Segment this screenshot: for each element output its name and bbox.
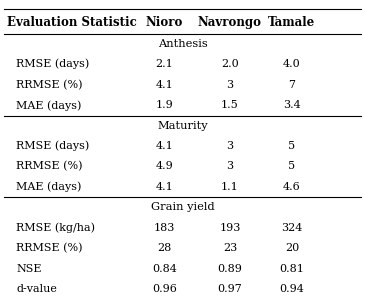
Text: Navrongo: Navrongo: [198, 16, 262, 29]
Text: NSE: NSE: [16, 264, 42, 274]
Text: 0.97: 0.97: [218, 284, 242, 294]
Text: 5: 5: [288, 161, 296, 172]
Text: 20: 20: [285, 243, 299, 253]
Text: RMSE (days): RMSE (days): [16, 59, 90, 69]
Text: Maturity: Maturity: [157, 121, 208, 131]
Text: MAE (days): MAE (days): [16, 100, 82, 111]
Text: 4.1: 4.1: [155, 141, 173, 151]
Text: RRMSE (%): RRMSE (%): [16, 243, 83, 253]
Text: 3: 3: [226, 141, 234, 151]
Text: RRMSE (%): RRMSE (%): [16, 79, 83, 90]
Text: MAE (days): MAE (days): [16, 182, 82, 192]
Text: Grain yield: Grain yield: [151, 202, 214, 213]
Text: RRMSE (%): RRMSE (%): [16, 161, 83, 172]
Text: 4.9: 4.9: [155, 161, 173, 172]
Text: Nioro: Nioro: [146, 16, 183, 29]
Text: 324: 324: [281, 223, 303, 233]
Text: 1.9: 1.9: [155, 100, 173, 110]
Text: 2.1: 2.1: [155, 59, 173, 69]
Text: 1.5: 1.5: [221, 100, 239, 110]
Text: 4.0: 4.0: [283, 59, 301, 69]
Text: Evaluation Statistic: Evaluation Statistic: [7, 16, 137, 29]
Text: 23: 23: [223, 243, 237, 253]
Text: 0.96: 0.96: [152, 284, 177, 294]
Text: RMSE (days): RMSE (days): [16, 141, 90, 151]
Text: 0.94: 0.94: [280, 284, 304, 294]
Text: d-value: d-value: [16, 284, 57, 294]
Text: 3.4: 3.4: [283, 100, 301, 110]
Text: 193: 193: [219, 223, 241, 233]
Text: 183: 183: [154, 223, 175, 233]
Text: 1.1: 1.1: [221, 182, 239, 192]
Text: 7: 7: [288, 80, 296, 90]
Text: 4.1: 4.1: [155, 182, 173, 192]
Text: RMSE (kg/ha): RMSE (kg/ha): [16, 222, 95, 233]
Text: 0.89: 0.89: [218, 264, 242, 274]
Text: 0.81: 0.81: [280, 264, 304, 274]
Text: Tamale: Tamale: [268, 16, 316, 29]
Text: 0.84: 0.84: [152, 264, 177, 274]
Text: 2.0: 2.0: [221, 59, 239, 69]
Text: Anthesis: Anthesis: [158, 39, 207, 49]
Text: 3: 3: [226, 80, 234, 90]
Text: 5: 5: [288, 141, 296, 151]
Text: 4.1: 4.1: [155, 80, 173, 90]
Text: 28: 28: [157, 243, 172, 253]
Text: 4.6: 4.6: [283, 182, 301, 192]
Text: 3: 3: [226, 161, 234, 172]
